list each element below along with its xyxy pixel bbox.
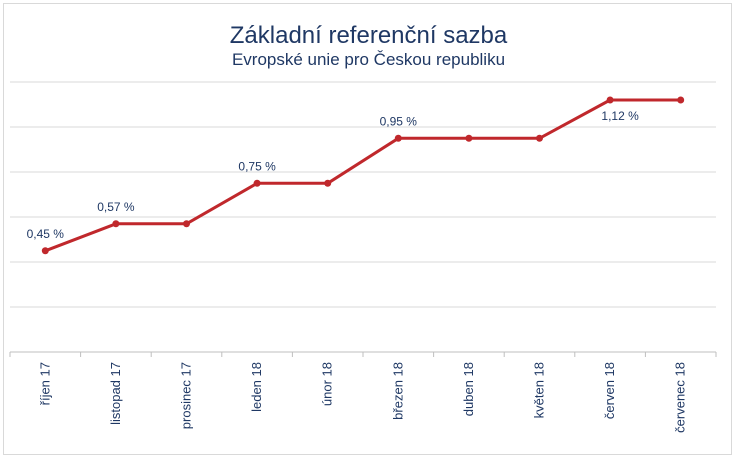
x-tick-label: listopad 17 bbox=[108, 362, 123, 425]
chart-subtitle: Evropské unie pro Českou republiku bbox=[231, 50, 506, 69]
data-label: 1,12 % bbox=[601, 109, 639, 123]
data-point bbox=[112, 220, 120, 228]
data-label: 0,45 % bbox=[27, 227, 65, 241]
data-point bbox=[183, 220, 190, 228]
data-label: 0,95 % bbox=[380, 114, 418, 128]
x-tick-label: březen 18 bbox=[390, 362, 405, 420]
data-point bbox=[606, 96, 614, 104]
data-label: 0,57 % bbox=[97, 200, 135, 214]
data-point bbox=[536, 134, 543, 142]
series-line bbox=[44, 98, 681, 253]
x-tick-label: duben 18 bbox=[461, 362, 476, 416]
x-tick-label: říjen 17 bbox=[37, 362, 52, 405]
data-point bbox=[253, 179, 261, 187]
data-point bbox=[465, 134, 473, 142]
chart-title: Základní referenční sazba bbox=[229, 22, 508, 49]
x-tick-label: únor 18 bbox=[320, 362, 335, 406]
x-tick-label: leden 18 bbox=[249, 362, 264, 412]
x-tick-label: červenec 18 bbox=[673, 362, 688, 433]
data-point bbox=[677, 96, 685, 104]
x-tick-label: prosinec 17 bbox=[179, 362, 194, 429]
data-point bbox=[394, 134, 402, 142]
data-label: 0,75 % bbox=[238, 159, 276, 173]
x-tick-label: červen 18 bbox=[602, 362, 617, 419]
chart-frame bbox=[3, 3, 732, 455]
x-tick-label: květen 18 bbox=[532, 362, 547, 418]
data-point bbox=[41, 247, 49, 255]
data-point bbox=[324, 179, 332, 187]
